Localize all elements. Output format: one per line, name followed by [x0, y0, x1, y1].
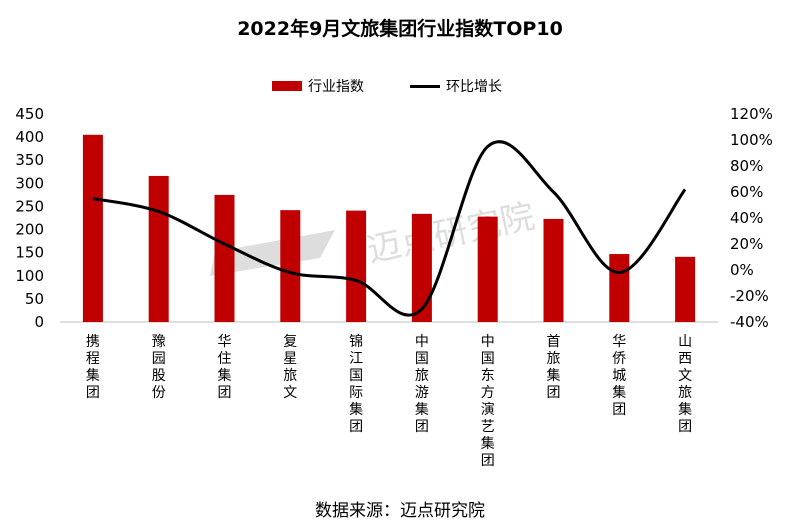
y-left-tick-label: 300 — [15, 174, 44, 192]
bar — [82, 134, 103, 322]
bar — [609, 254, 630, 322]
bar — [411, 213, 432, 322]
x-category-label: 山西文旅集团 — [678, 334, 692, 435]
y-right-tick-label: 100% — [730, 131, 773, 149]
y-left-tick-label: 100 — [15, 267, 44, 285]
bar — [675, 256, 696, 322]
y-right-tick-label: -20% — [730, 287, 769, 305]
bar — [346, 210, 367, 322]
legend-swatch-line — [410, 84, 440, 88]
y-left-tick-label: 200 — [15, 221, 44, 239]
y-right-tick-label: 20% — [730, 235, 763, 253]
chart-legend: 行业指数 环比增长 — [0, 76, 800, 96]
x-category-label: 携程集团 — [86, 334, 100, 401]
x-category-label: 中国旅游集团 — [415, 334, 429, 435]
y-left-tick-label: 250 — [15, 197, 44, 215]
legend-swatch-bar — [272, 81, 302, 91]
y-right-tick-label: -40% — [730, 313, 769, 331]
legend-item-line: 环比增长 — [410, 76, 502, 96]
bar — [280, 210, 301, 322]
x-category-label: 豫园股份 — [152, 334, 166, 401]
bar — [543, 218, 564, 322]
y-left-tick-label: 0 — [34, 313, 44, 331]
y-left-tick-label: 50 — [25, 290, 44, 308]
growth-line — [92, 140, 687, 317]
y-right-tick-label: 0% — [730, 261, 754, 279]
svg-text:迈点研究院: 迈点研究院 — [364, 196, 539, 270]
bar — [477, 216, 498, 322]
y-left-tick-label: 350 — [15, 151, 44, 169]
y-left-tick-label: 400 — [15, 128, 44, 146]
legend-label-bar: 行业指数 — [308, 79, 364, 95]
x-category-label: 复星旅文 — [283, 333, 297, 401]
source-note: 数据来源：迈点研究院 — [315, 501, 485, 521]
y-right-tick-label: 40% — [730, 209, 763, 227]
x-category-label: 首旅集团 — [547, 334, 561, 401]
bar — [148, 175, 169, 322]
y-right-tick-label: 60% — [730, 183, 763, 201]
bar — [214, 194, 235, 322]
x-category-label: 华侨城集团 — [612, 334, 626, 418]
y-right-tick-label: 120% — [730, 105, 773, 123]
x-category-label: 锦江国际集团 — [349, 333, 363, 435]
x-category-label: 华住集团 — [218, 334, 232, 401]
y-left-tick-label: 450 — [15, 105, 44, 123]
x-category-label: 中国东方演艺集团 — [481, 334, 495, 469]
legend-label-line: 环比增长 — [446, 79, 502, 95]
chart-title: 2022年9月文旅集团行业指数TOP10 — [237, 18, 563, 40]
legend-item-bar: 行业指数 — [272, 76, 364, 96]
y-left-tick-label: 150 — [15, 244, 44, 262]
y-right-tick-label: 80% — [730, 157, 763, 175]
